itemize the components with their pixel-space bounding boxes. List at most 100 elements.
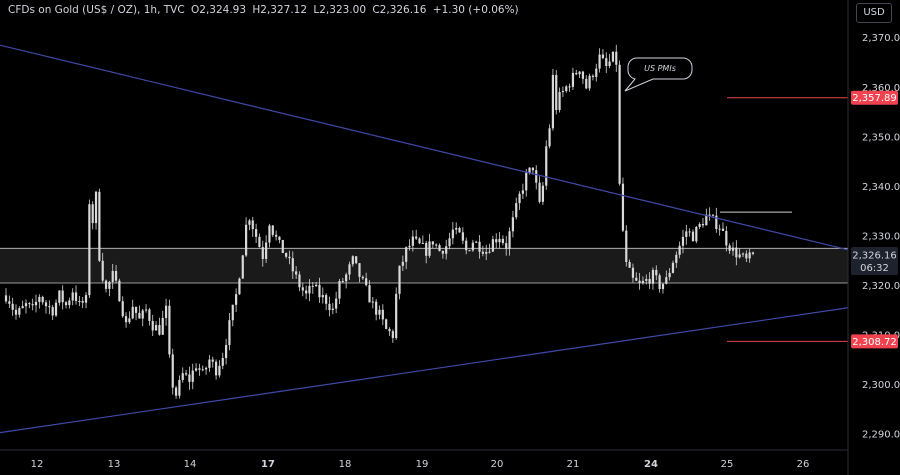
candle-body <box>335 298 338 309</box>
candle-body <box>688 231 691 233</box>
candle-body <box>565 86 568 92</box>
candle-body <box>411 236 414 246</box>
currency-button[interactable]: USD <box>856 3 892 23</box>
level-price-label-1 <box>851 90 898 105</box>
chart-header: CFDs on Gold (US$ / OZ), 1h, TVC O2,324.… <box>8 4 522 16</box>
candle-body <box>385 319 388 329</box>
candle-body <box>678 245 681 255</box>
candle-body <box>665 277 668 284</box>
candle-body <box>741 253 745 255</box>
candle-body <box>64 302 68 306</box>
candle-body <box>471 242 474 251</box>
candle-body <box>224 345 228 358</box>
candle-body <box>365 278 368 286</box>
candle-body <box>721 228 725 231</box>
candle-body <box>121 301 124 317</box>
candle-body <box>191 370 194 382</box>
candle-body <box>258 236 261 248</box>
candle-body <box>228 320 231 346</box>
candle-body <box>555 74 558 111</box>
candle-body <box>598 54 601 69</box>
candle-body <box>421 242 424 244</box>
candle-body <box>248 220 251 225</box>
candle-body <box>455 227 458 230</box>
candle-body <box>481 251 484 254</box>
trendline-upper[interactable] <box>0 44 849 251</box>
candle-body <box>615 51 618 65</box>
annotation-bubble[interactable] <box>624 57 693 92</box>
candle-body <box>501 238 504 244</box>
candle-body <box>641 280 645 284</box>
x-tick-label: 19 <box>416 459 429 470</box>
y-tick-label: 2,340.00 <box>862 182 900 193</box>
y-tick-label: 2,370.00 <box>862 33 900 44</box>
candle-body <box>495 239 498 243</box>
candle-body <box>74 292 78 302</box>
candle-body <box>51 307 54 316</box>
candle-body <box>698 224 701 227</box>
candle-body <box>711 214 715 216</box>
candle-body <box>98 191 101 261</box>
candle-body <box>188 374 191 382</box>
x-tick-label: 12 <box>31 459 44 470</box>
candle-body <box>331 308 334 311</box>
candle-body <box>398 265 401 294</box>
candle-body <box>731 247 735 251</box>
candle-body <box>21 306 24 309</box>
candle-body <box>751 252 755 254</box>
candle-body <box>308 285 311 294</box>
candle-body <box>318 284 321 298</box>
candle-body <box>595 68 598 77</box>
candle-body <box>621 183 625 231</box>
candle-body <box>4 295 8 302</box>
candle-body <box>728 245 731 251</box>
candle-body <box>84 295 88 303</box>
ohlc-open: O2,324.93 <box>191 4 247 16</box>
candle-body <box>458 227 461 233</box>
candle-body <box>138 312 141 319</box>
candle-body <box>425 242 428 256</box>
candle-body <box>581 71 585 79</box>
candle-body <box>11 303 14 310</box>
candle-body <box>295 271 298 275</box>
candle-body <box>525 172 528 191</box>
candle-body <box>441 251 444 254</box>
candle-body <box>178 379 181 396</box>
candle-body <box>181 373 184 380</box>
candle-body <box>71 292 74 301</box>
candles <box>4 44 755 399</box>
trendline-lower[interactable] <box>0 307 849 434</box>
candle-body <box>361 276 364 279</box>
y-tick-label: 2,330.00 <box>862 231 900 242</box>
candle-body <box>545 146 548 186</box>
candle-body <box>475 241 478 243</box>
candle-body <box>585 78 588 89</box>
candle-body <box>88 204 91 296</box>
candle-body <box>438 245 441 252</box>
candle-body <box>445 246 448 254</box>
candle-body <box>568 86 571 88</box>
candle-body <box>38 296 41 302</box>
candle-body <box>148 309 151 321</box>
candle-body <box>298 274 301 288</box>
candle-body <box>154 325 158 331</box>
candle-body <box>491 239 494 252</box>
candle-body <box>8 301 11 304</box>
ohlc-close: C2,326.16 <box>372 4 427 16</box>
candle-body <box>685 231 688 237</box>
candle-body <box>391 331 394 338</box>
candle-body <box>535 170 538 183</box>
candle-body <box>681 236 685 246</box>
candle-body <box>251 220 254 230</box>
x-tick-label: 20 <box>491 459 504 470</box>
y-tick-label: 2,300.00 <box>862 380 900 391</box>
y-tick-label: 2,350.00 <box>862 132 900 143</box>
candle-body <box>194 368 198 371</box>
candle-body <box>418 238 421 244</box>
candle-body <box>541 185 545 202</box>
candle-body <box>214 361 218 376</box>
candle-body <box>268 225 271 243</box>
symbol-title[interactable]: CFDs on Gold (US$ / OZ), 1h, TVC <box>8 4 185 16</box>
level-price-label-2 <box>851 334 898 349</box>
